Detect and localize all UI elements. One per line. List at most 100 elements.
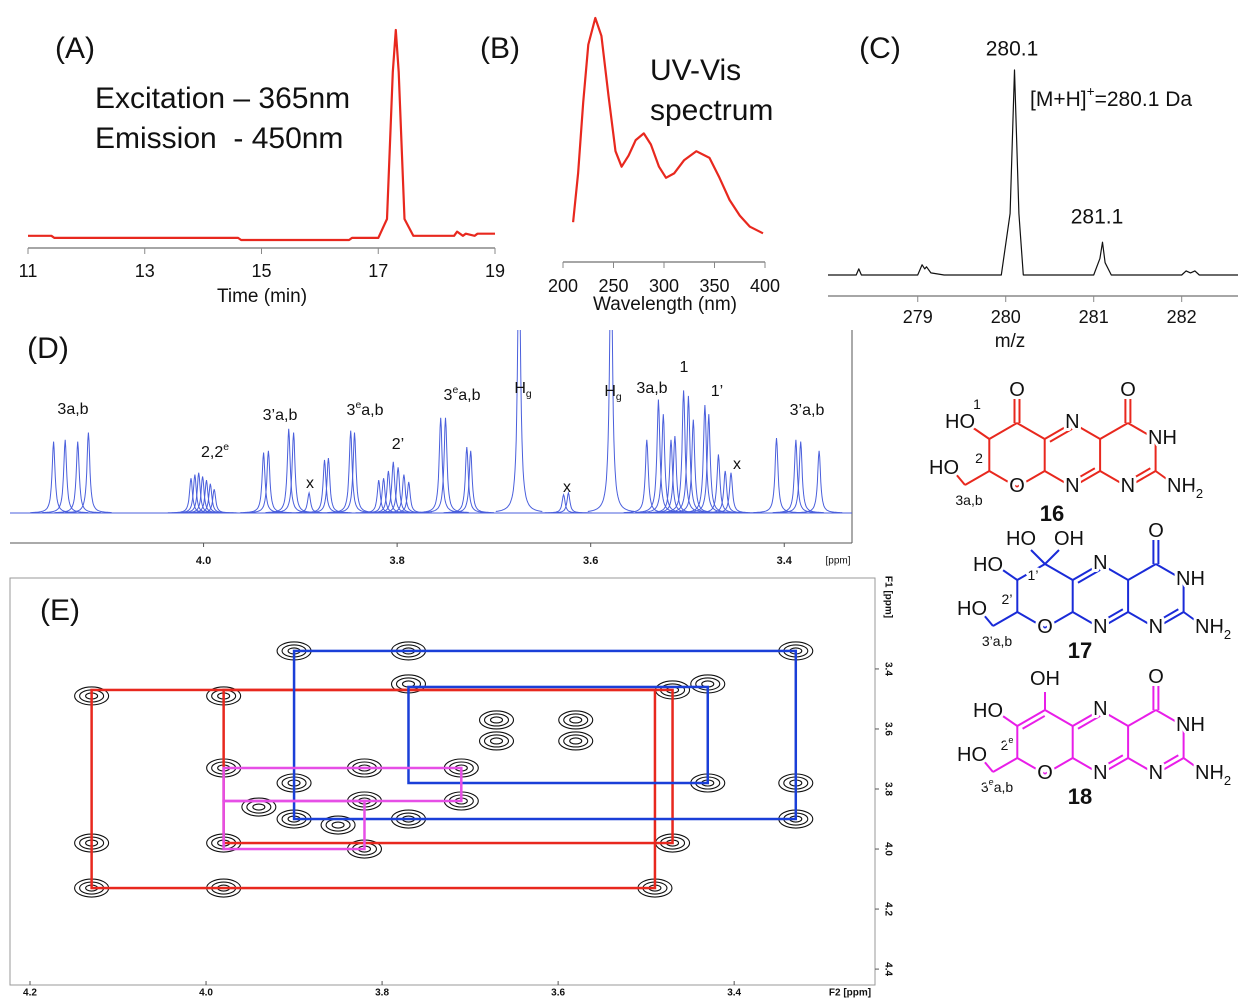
atom-label-part: NH	[1148, 427, 1177, 449]
atom-label-part: a,b	[994, 779, 1014, 795]
x-tick-label: 15	[251, 261, 271, 281]
annotation: Emission - 450nm	[95, 122, 343, 155]
peak-annotation-part: x	[733, 456, 741, 473]
peak-annotation-part: e	[355, 400, 361, 411]
atom-label-part: NH	[1176, 568, 1205, 590]
peak	[795, 450, 843, 514]
atom-label: N	[1093, 552, 1107, 574]
atom-label-part: 3a,b	[955, 492, 982, 508]
atom-label: 1’	[1028, 567, 1039, 583]
atom-label: OH	[1030, 668, 1060, 690]
bond	[1155, 563, 1185, 581]
compound-number: 17	[1068, 638, 1092, 663]
bond	[968, 424, 990, 440]
peak	[265, 428, 312, 513]
atom-label-part: N	[1149, 762, 1163, 784]
x-tick-label: 280	[991, 307, 1021, 327]
atom-label-part: O	[1009, 475, 1025, 497]
double-bond	[1072, 467, 1096, 482]
y-tick-label: 4.2	[882, 902, 893, 916]
atom-label: N	[1121, 475, 1135, 497]
trace	[572, 16, 764, 235]
atom-label-part: 2	[975, 450, 983, 466]
contour-level	[563, 713, 589, 727]
bond	[964, 470, 990, 486]
atom-label-part: O	[1037, 762, 1053, 784]
correlation-box	[222, 799, 366, 851]
atom-label-part: 3’a,b	[982, 633, 1013, 649]
x-tick-label: 400	[750, 276, 780, 296]
x-tick-label: 19	[485, 261, 505, 281]
double-bond	[1077, 569, 1101, 584]
atom-label: O	[1009, 475, 1025, 497]
contour-level	[569, 716, 583, 724]
peak-annotation: Hg	[604, 383, 622, 403]
double-bond	[1077, 715, 1101, 730]
peak-annotation: Hg	[514, 380, 532, 400]
bond	[1044, 563, 1074, 581]
atom-label: O	[1037, 616, 1053, 638]
atom-label-part: 3	[981, 779, 989, 795]
contour-level	[483, 713, 510, 727]
peak	[285, 491, 333, 514]
atom-label: HO	[957, 744, 987, 766]
atom-label-part: 2’	[1002, 591, 1013, 607]
atom-label-part: N	[1093, 698, 1107, 720]
bond	[1099, 422, 1129, 440]
atom-label-part: e	[1008, 735, 1013, 745]
atom-label: 3’a,b	[982, 633, 1013, 649]
bond	[1183, 757, 1204, 773]
double-bond	[1049, 428, 1073, 443]
y-tick-label: 4.4	[882, 962, 893, 976]
bond	[1030, 549, 1046, 565]
x-axis-label: Time (min)	[217, 286, 307, 307]
atom-label-part: O	[1148, 520, 1164, 542]
atom-label: HO	[945, 411, 975, 433]
peak	[685, 414, 732, 513]
x-tick-label: 350	[699, 276, 729, 296]
peak	[447, 450, 494, 514]
bond	[1016, 422, 1046, 440]
atom-label: 3a,b	[955, 492, 982, 508]
bond	[996, 565, 1018, 581]
atom-label: HO	[957, 598, 987, 620]
peak	[191, 489, 238, 514]
bond	[1127, 422, 1157, 440]
peaks	[30, 330, 843, 514]
x-tick-label: 3.4	[727, 988, 741, 999]
bond	[1072, 563, 1101, 581]
correlation-box	[222, 766, 463, 803]
peak-annotation: 3ea,b	[444, 385, 481, 404]
atom-label: 2e	[1001, 735, 1014, 752]
peak-annotation-part: 3a,b	[636, 380, 667, 397]
bond	[1127, 757, 1157, 775]
bond	[1099, 611, 1129, 629]
atom-label: NH	[1176, 568, 1205, 590]
cross-peak	[558, 731, 594, 751]
peak-annotation-part: g	[616, 392, 622, 403]
atom-label-part: NH	[1167, 475, 1196, 497]
peak-annotation: x	[306, 475, 314, 492]
peak	[270, 432, 317, 513]
x-tick-label: 13	[135, 261, 155, 281]
y-tick-label: 3.4	[882, 662, 893, 676]
atom-label-part: HO	[973, 554, 1003, 576]
bond	[1016, 611, 1046, 629]
peak-annotation-part: a,b	[458, 387, 480, 404]
bond	[1127, 563, 1157, 581]
peak	[65, 432, 112, 513]
atom-label: O	[1148, 520, 1164, 542]
bond	[1072, 709, 1101, 727]
contour-level	[569, 737, 583, 745]
peak	[753, 437, 800, 514]
atom-label: N	[1093, 616, 1107, 638]
y-tick-label: 3.6	[882, 722, 893, 736]
atom-label: NH	[1148, 427, 1177, 449]
x-tick-label: 300	[649, 276, 679, 296]
peak	[660, 390, 707, 513]
atom-label: 2’	[1002, 591, 1013, 607]
atom-label-part: 2	[1001, 737, 1009, 753]
double-bond	[1155, 608, 1179, 623]
atom-label-part: 1	[973, 396, 981, 412]
atom-label: HO	[929, 457, 959, 479]
